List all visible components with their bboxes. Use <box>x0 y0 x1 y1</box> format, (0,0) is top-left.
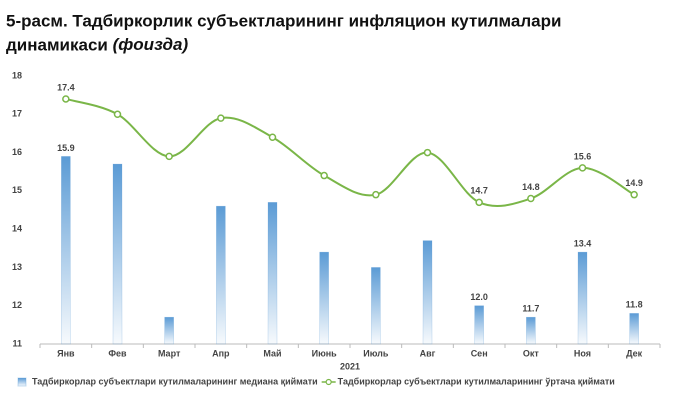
bar <box>422 240 433 345</box>
bar <box>216 205 226 345</box>
bar <box>371 267 381 345</box>
chart-title-note: (фоизда) <box>113 35 189 54</box>
data-label: 14.7 <box>470 186 488 196</box>
data-label: 15.9 <box>57 143 75 153</box>
bar <box>629 313 639 345</box>
y-tick-label: 17 <box>12 109 22 119</box>
data-label: 11.7 <box>522 304 539 314</box>
bar <box>526 316 536 345</box>
legend-label: Тадбиркорлар субъектлари кутилмаларининг… <box>338 376 615 386</box>
marker <box>630 190 638 199</box>
x-tick-label: Июнь <box>312 348 338 358</box>
y-tick-label: 14 <box>12 224 22 234</box>
x-axis-label: 2021 <box>340 361 360 371</box>
x-tick-label: Янв <box>57 348 75 358</box>
data-label: 12.0 <box>470 292 488 302</box>
bar <box>474 305 484 345</box>
y-tick-label: 13 <box>12 262 22 272</box>
y-tick-label: 18 <box>12 70 22 80</box>
legend-label: Тадбиркорлар субъектлари кутилмаларининг… <box>32 376 318 386</box>
bar <box>267 202 278 345</box>
x-tick-label: Окт <box>523 348 540 358</box>
y-tick-label: 12 <box>12 300 22 310</box>
marker <box>320 171 328 180</box>
marker <box>268 133 277 142</box>
data-label: 14.8 <box>522 182 540 192</box>
data-label: 15.6 <box>574 151 592 161</box>
x-tick-label: Ноя <box>574 348 591 358</box>
line <box>65 98 635 208</box>
marker <box>423 148 432 157</box>
data-label: 17.4 <box>57 82 75 92</box>
marker <box>372 190 380 199</box>
data-label: 11.8 <box>626 300 643 310</box>
bar <box>61 156 71 345</box>
x-tick-label: Март <box>158 348 181 358</box>
legend-swatch <box>17 377 27 387</box>
x-tick-label: Авг <box>420 348 436 358</box>
bar <box>112 163 123 345</box>
data-label: 14.9 <box>625 178 643 188</box>
marker <box>578 164 587 172</box>
y-tick-label: 11 <box>12 338 22 348</box>
x-tick-label: Фев <box>108 348 127 358</box>
marker <box>217 114 225 122</box>
data-label: 13.4 <box>574 238 592 248</box>
x-tick-label: Дек <box>626 348 643 358</box>
x-tick-label: Апр <box>212 348 230 358</box>
bar <box>577 251 588 345</box>
x-tick-label: Июль <box>363 348 389 358</box>
bar <box>164 316 174 345</box>
marker <box>527 194 535 203</box>
marker <box>62 95 70 103</box>
x-tick-label: Сен <box>471 348 488 358</box>
legend-swatch <box>325 378 332 386</box>
chart-title-line2: динамикаси (фоизда) <box>6 35 188 54</box>
marker <box>165 152 173 161</box>
marker <box>113 110 122 119</box>
bar <box>319 251 329 345</box>
marker <box>475 198 483 207</box>
y-tick-label: 15 <box>12 185 22 195</box>
chart-title: 5-расм. Тадбиркорлик субъектларининг инф… <box>6 11 561 30</box>
x-tick-label: Май <box>263 348 281 358</box>
y-tick-label: 16 <box>12 147 22 157</box>
